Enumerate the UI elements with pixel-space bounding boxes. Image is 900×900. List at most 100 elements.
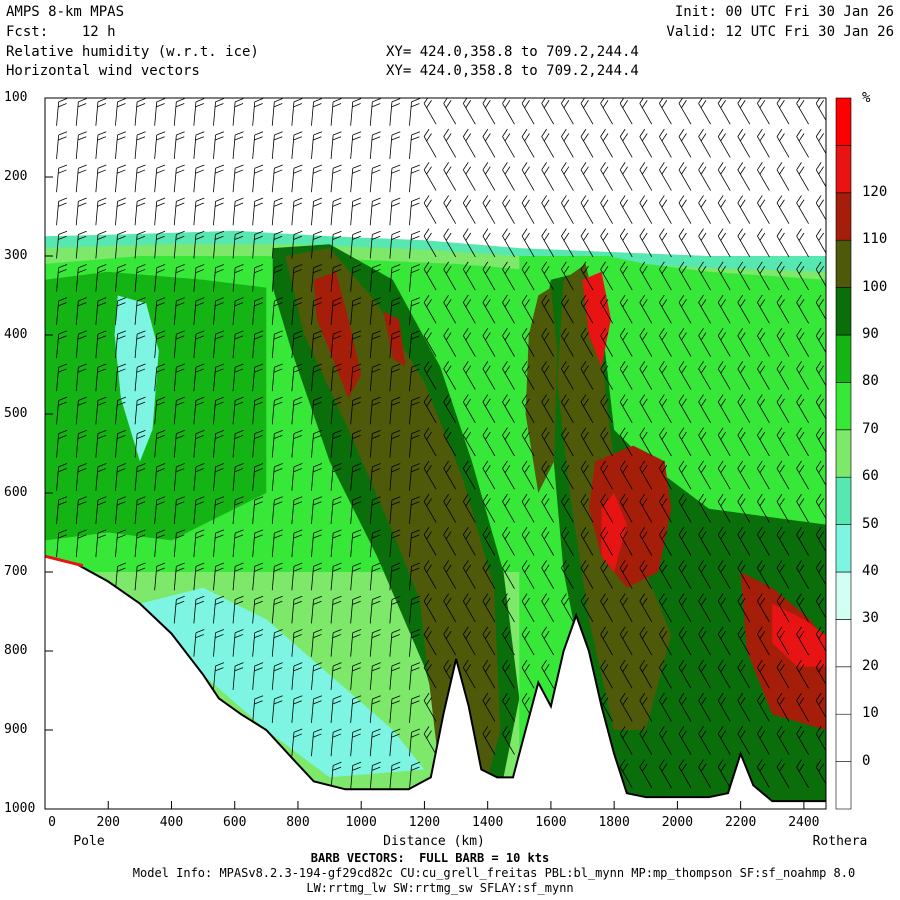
rh-field-40-low [139, 587, 425, 778]
wind-barb [115, 529, 127, 558]
x-tick-label: 0 [48, 815, 56, 830]
wind-barb [521, 162, 535, 191]
rh-field-120-far [772, 603, 826, 667]
wind-barb [330, 695, 342, 723]
wind-barb [95, 230, 107, 259]
wind-barb [737, 162, 751, 191]
wind-barb [311, 662, 323, 690]
wind-barb [291, 529, 303, 558]
wind-barb [232, 131, 244, 159]
wind-barb [639, 560, 653, 589]
wind-barb [580, 560, 594, 589]
wind-barb [95, 197, 107, 226]
wind-barb [482, 128, 496, 158]
wind-barb [639, 361, 653, 390]
x-tick-label: 400 [159, 815, 184, 830]
wind-barb [193, 529, 205, 558]
wind-barb [271, 529, 283, 558]
wind-barb [173, 562, 185, 591]
colorbar-tick-label: 120 [862, 183, 888, 200]
wind-barb [482, 98, 496, 125]
wind-barb [389, 396, 401, 425]
wind-barb [521, 261, 535, 291]
wind-barb [232, 463, 244, 491]
wind-barb [541, 460, 555, 490]
wind-barb [350, 396, 362, 425]
wind-barb [815, 394, 826, 423]
wind-barb [815, 195, 826, 224]
wind-barb [350, 728, 362, 757]
wind-barb [369, 695, 381, 723]
wind-barb [757, 593, 770, 623]
wind-barb [409, 629, 421, 657]
wind-barb [389, 595, 401, 624]
wind-barb [369, 396, 381, 425]
wind-barb [796, 527, 809, 556]
wind-barb [659, 162, 672, 191]
model-info: Model Info: MPASv8.2.3-194-gf29cd82c CU:… [132, 866, 856, 880]
wind-barb [173, 429, 185, 458]
rh-field-110b [383, 311, 406, 367]
wind-barb [796, 294, 809, 324]
x-right-label: Rothera [812, 834, 868, 849]
wind-barb [389, 363, 401, 392]
wind-barb [330, 297, 342, 325]
wind-barb [271, 695, 283, 723]
wind-barb [369, 330, 381, 359]
wind-barb [541, 394, 555, 423]
wind-barb [134, 363, 146, 392]
wind-barb [369, 197, 381, 226]
wind-barb [776, 228, 790, 258]
wind-barb [350, 761, 362, 790]
wind-barb [173, 98, 185, 126]
wind-barb [678, 162, 692, 191]
wind-barb [580, 98, 594, 125]
wind-barb [541, 98, 555, 125]
wind-barb [698, 626, 711, 656]
wind-barb [737, 261, 751, 291]
wind-barb [462, 195, 476, 224]
wind-barb [521, 328, 535, 357]
wind-barb [154, 363, 166, 392]
wind-barb [717, 394, 731, 423]
wind-barb [639, 228, 653, 258]
wind-barb [639, 294, 653, 324]
wind-barb [369, 264, 381, 292]
wind-barb [369, 728, 381, 757]
wind-barb [75, 529, 87, 558]
wind-barb [659, 228, 672, 258]
wind-barb [776, 98, 790, 125]
wind-barb [311, 463, 323, 491]
wind-barb [154, 463, 166, 491]
wind-barb [619, 593, 633, 623]
wind-barb [252, 230, 264, 259]
wind-barb [521, 527, 535, 556]
wind-barb [271, 197, 283, 226]
wind-barb [271, 662, 283, 690]
wind-barb [423, 427, 437, 457]
wind-barb [350, 197, 362, 226]
wind-barb [698, 195, 711, 224]
wind-barb [796, 261, 809, 291]
wind-barb [252, 297, 264, 325]
wind-barb [482, 493, 496, 523]
wind-barb [462, 162, 476, 191]
wind-barb [56, 131, 68, 159]
wind-barb [252, 264, 264, 292]
wind-barb [698, 726, 711, 755]
wind-barb [737, 427, 751, 457]
wind-barb [56, 297, 68, 325]
wind-barb [541, 195, 555, 224]
wind-barb [521, 626, 535, 656]
wind-barb [95, 330, 107, 359]
wind-barb [815, 228, 826, 258]
wind-barb [757, 228, 770, 258]
wind-barb [311, 529, 323, 558]
wind-barb [409, 529, 421, 558]
wind-barb [75, 197, 87, 226]
wind-barb [737, 626, 751, 656]
wind-barb [796, 427, 809, 457]
wind-barb [330, 164, 342, 193]
wind-barb [796, 659, 809, 689]
